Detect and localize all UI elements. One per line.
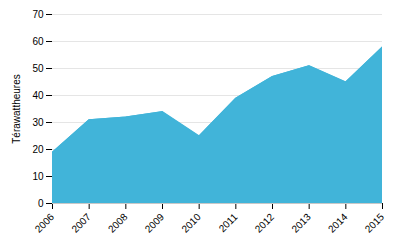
svg-text:10: 10: [32, 171, 44, 182]
svg-text:2014: 2014: [326, 211, 350, 235]
svg-text:2011: 2011: [217, 211, 240, 234]
svg-text:30: 30: [32, 117, 44, 128]
svg-text:2015: 2015: [363, 211, 387, 235]
svg-text:2007: 2007: [69, 211, 93, 235]
svg-text:70: 70: [32, 9, 44, 20]
svg-text:60: 60: [32, 36, 44, 47]
svg-text:2009: 2009: [143, 211, 167, 235]
svg-text:2013: 2013: [289, 211, 313, 235]
svg-text:2008: 2008: [106, 211, 130, 235]
svg-text:2012: 2012: [253, 211, 277, 235]
svg-text:2010: 2010: [179, 211, 203, 235]
svg-text:20: 20: [32, 144, 44, 155]
svg-text:40: 40: [32, 90, 44, 101]
svg-text:2006: 2006: [33, 211, 57, 235]
svg-text:50: 50: [32, 63, 44, 74]
svg-text:0: 0: [38, 198, 44, 209]
svg-text:Térawattheures: Térawattheures: [11, 74, 22, 143]
